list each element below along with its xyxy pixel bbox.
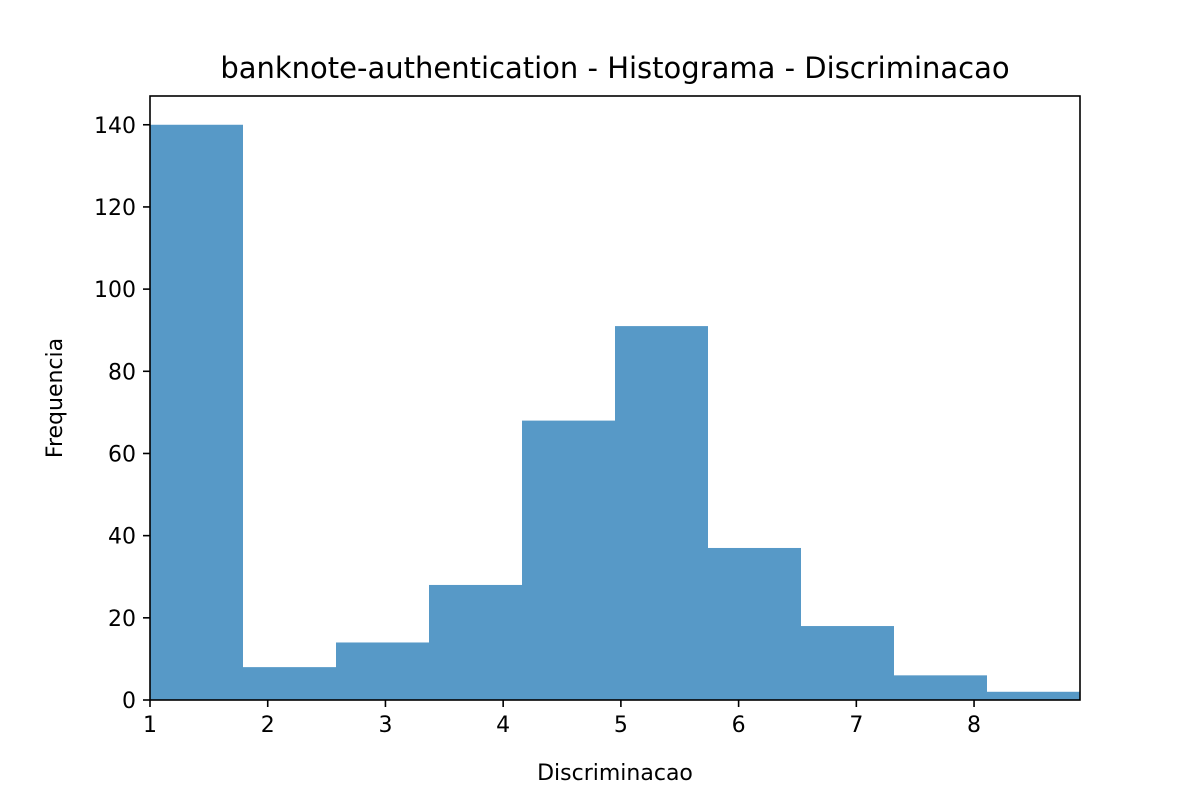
- x-tick-label: 3: [378, 713, 392, 738]
- x-tick-label: 4: [496, 713, 510, 738]
- y-tick-label: 60: [108, 442, 136, 467]
- plot-frame: [149, 95, 1081, 701]
- x-tick-label: 6: [732, 713, 746, 738]
- y-axis-label: Frequencia: [43, 338, 68, 458]
- x-axis-label: Discriminacao: [537, 761, 693, 786]
- x-tick-label: 7: [849, 713, 863, 738]
- histogram-bar: [429, 584, 522, 700]
- x-tick-label: 8: [967, 713, 981, 738]
- histogram-bar: [336, 642, 429, 700]
- y-tick-label: 40: [108, 525, 136, 550]
- histogram-bar: [150, 124, 243, 700]
- y-tick-label: 80: [108, 360, 136, 385]
- chart-title: banknote-authentication - Histograma - D…: [220, 51, 1009, 85]
- y-tick-label: 140: [94, 114, 136, 139]
- x-tick-label: 2: [261, 713, 275, 738]
- y-tick-label: 120: [94, 196, 136, 221]
- histogram-bar: [801, 626, 894, 700]
- histogram-bar: [522, 420, 615, 700]
- histogram-bar: [615, 326, 708, 700]
- bars-group: [150, 124, 1080, 700]
- histogram-bar: [894, 675, 987, 700]
- x-tick-label: 5: [614, 713, 628, 738]
- histogram-bar: [708, 547, 801, 700]
- y-tick-label: 100: [94, 278, 136, 303]
- y-axis-ticks: 0 20 40 60 80 100 120 140: [94, 114, 150, 714]
- x-tick-label: 1: [143, 713, 157, 738]
- y-tick-label: 20: [108, 607, 136, 632]
- y-tick-label: 0: [122, 689, 136, 714]
- x-axis-ticks: 1 2 3 4 5 6 7 8: [143, 700, 981, 738]
- histogram-bar: [243, 667, 336, 700]
- histogram-bar: [987, 691, 1080, 700]
